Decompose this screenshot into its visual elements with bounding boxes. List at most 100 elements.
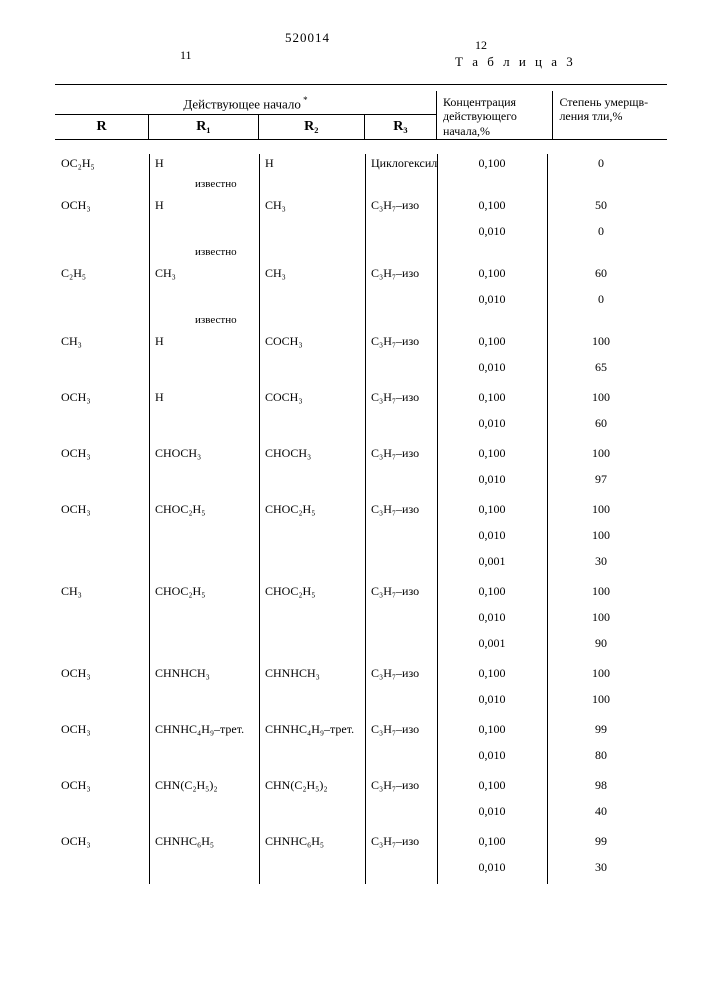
doc-number: 520014 [285,30,330,46]
cell-R1: H [149,196,259,215]
known-label: известно [55,178,505,190]
table-row: OCH₃CHNHC₆H₅CHNHC₆H₅C₃H₇–изо0,1000,01099… [55,832,667,884]
cell-R1: CHOC₂H₅ [149,582,259,601]
table-header: Действующее начало R R₁ R₂ R₃ Концентрац… [55,91,667,139]
cell-R2: CHOC₂H₅ [259,582,365,601]
subheader-row: R R₁ R₂ R₃ [55,115,437,139]
cell-concentration: 0,1000,010 [437,196,547,248]
cell-mortality: 9980 [547,720,655,772]
cell-R: OCH₃ [55,832,149,851]
col-mortality: Степень умерщв-ления тли,% [553,91,667,139]
col-R1: R₁ [149,115,259,139]
header-left-group: Действующее начало R R₁ R₂ R₃ [55,91,437,139]
cell-R1: H [149,154,259,173]
cell-R: OCH₃ [55,664,149,683]
cell-R2: CHOC₂H₅ [259,500,365,519]
cell-mortality: 10065 [547,332,655,384]
known-label: известно [55,246,505,258]
page-num-right: 12 [475,38,487,53]
section-title: Действующее начало [55,91,437,114]
table-row: OCH₃CHOC₂H₅CHOC₂H₅C₃H₇–изо0,1000,0100,00… [55,500,667,578]
cell-R2: CH₃ [259,196,365,215]
cell-R2: CHOCH₃ [259,444,365,463]
cell-mortality: 600 [547,264,655,316]
cell-R: OC₂H₅ [55,154,149,173]
cell-R1: CHNHC₆H₅ [149,832,259,851]
table-row: OCH₃HCH₃C₃H₇–изо0,1000,010500 известно [55,196,667,260]
col-R: R [55,115,149,139]
page-header: 520014 11 12 Т а б л и ц а 3 [55,30,667,80]
table-mid-rule [55,139,667,154]
cell-R: OCH₃ [55,776,149,795]
cell-R3: Циклогексил [365,154,437,173]
table-row: C₂H₅CH₃CH₃C₃H₇–изо0,1000,010600известно [55,264,667,328]
cell-mortality: 10010030 [547,500,655,578]
cell-R1: CHOCH₃ [149,444,259,463]
cell-R: OCH₃ [55,500,149,519]
cell-R1: CHOC₂H₅ [149,500,259,519]
table-row: OCH₃CHNHC₄H₉–трет.CHNHC₄H₉–трет.C₃H₇–изо… [55,720,667,772]
cell-R2: COCH₃ [259,388,365,407]
cell-R1: CHN(C₂H₅)₂ [149,776,259,795]
cell-R: CH₃ [55,582,149,601]
cell-mortality: 9840 [547,776,655,828]
cell-R1: CHNHCH₃ [149,664,259,683]
cell-concentration: 0,1000,010 [437,444,547,496]
table-top-rule [55,84,667,91]
cell-concentration: 0,1000,010 [437,776,547,828]
cell-R3: C₃H₇–изо [365,720,437,739]
col-R3: R₃ [365,115,436,139]
cell-concentration: 0,1000,010 [437,264,547,316]
cell-R2: CHNHCH₃ [259,664,365,683]
table-body: OC₂H₅HHЦиклогексил0,1000известноOCH₃HCH₃… [55,154,667,884]
col-R2: R₂ [259,115,365,139]
cell-mortality: 9930 [547,832,655,884]
table-label: Т а б л и ц а 3 [455,54,576,70]
cell-R: OCH₃ [55,444,149,463]
cell-concentration: 0,1000,0100,001 [437,500,547,578]
cell-concentration: 0,1000,010 [437,388,547,440]
cell-R2: COCH₃ [259,332,365,351]
cell-mortality: 0 [547,154,655,180]
page: 520014 11 12 Т а б л и ц а 3 Действующее… [0,0,707,1000]
table: Действующее начало R R₁ R₂ R₃ Концентрац… [55,84,667,884]
table-row: CH₃HCOCH₃C₃H₇–изо0,1000,01010065 [55,332,667,384]
cell-mortality: 10097 [547,444,655,496]
cell-R2: CHNHC₆H₅ [259,832,365,851]
cell-mortality: 500 [547,196,655,248]
cell-concentration: 0,100 [437,154,547,180]
cell-R3: C₃H₇–изо [365,196,437,215]
cell-R: CH₃ [55,332,149,351]
cell-concentration: 0,1000,010 [437,332,547,384]
cell-R: OCH₃ [55,196,149,215]
page-num-left: 11 [180,48,192,63]
cell-concentration: 0,1000,0100,001 [437,582,547,660]
cell-R1: H [149,388,259,407]
cell-mortality: 100100 [547,664,655,716]
cell-R3: C₃H₇–изо [365,832,437,851]
cell-R3: C₃H₇–изо [365,500,437,519]
cell-R3: C₃H₇–изо [365,776,437,795]
cell-concentration: 0,1000,010 [437,832,547,884]
cell-R: OCH₃ [55,720,149,739]
col-concentration: Концентрация действующего начала,% [437,91,553,139]
cell-R3: C₃H₇–изо [365,582,437,601]
cell-R: OCH₃ [55,388,149,407]
cell-R2: H [259,154,365,173]
table-row: OCH₃CHNHCH₃CHNHCH₃C₃H₇–изо0,1000,0101001… [55,664,667,716]
cell-R3: C₃H₇–изо [365,332,437,351]
table-row: CH₃CHOC₂H₅CHOC₂H₅C₃H₇–изо0,1000,0100,001… [55,582,667,660]
cell-R3: C₃H₇–изо [365,444,437,463]
cell-R: C₂H₅ [55,264,149,283]
table-row: OCH₃CHN(C₂H₅)₂CHN(C₂H₅)₂C₃H₇–изо0,1000,0… [55,776,667,828]
known-label: известно [55,314,505,326]
cell-concentration: 0,1000,010 [437,664,547,716]
cell-R3: C₃H₇–изо [365,664,437,683]
cell-R2: CHNHC₄H₉–трет. [259,720,365,739]
cell-concentration: 0,1000,010 [437,720,547,772]
cell-mortality: 10060 [547,388,655,440]
cell-R1: CHNHC₄H₉–трет. [149,720,259,739]
cell-mortality: 10010090 [547,582,655,660]
cell-R3: C₃H₇–изо [365,264,437,283]
cell-R2: CH₃ [259,264,365,283]
